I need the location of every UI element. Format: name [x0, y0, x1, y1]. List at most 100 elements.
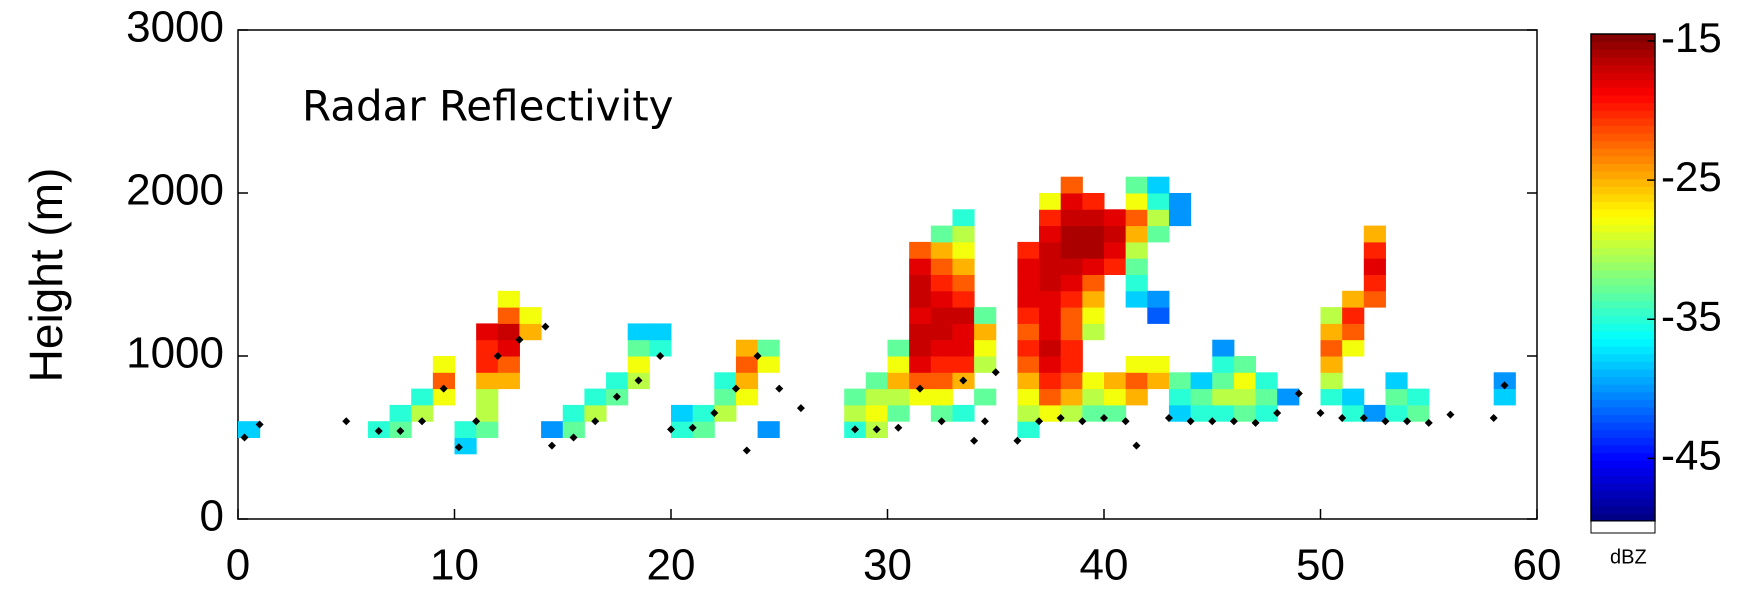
colorbar-swatch — [1591, 231, 1655, 241]
cell — [1168, 209, 1192, 227]
cell — [930, 356, 953, 373]
cell — [1342, 307, 1365, 324]
cell — [1407, 388, 1430, 406]
cell — [1082, 404, 1105, 422]
cell — [735, 356, 759, 373]
cloud-base-point — [894, 423, 903, 432]
colorbar-label: dBZ — [1610, 546, 1647, 568]
colorbar-swatch — [1591, 406, 1655, 416]
cell — [887, 372, 910, 390]
cell — [1385, 388, 1408, 406]
colorbar-swatch — [1591, 384, 1655, 393]
cell — [627, 323, 650, 341]
cell — [238, 421, 261, 438]
cloud-base-point — [1500, 381, 1509, 390]
colorbar-swatch — [1591, 87, 1655, 96]
cell — [1104, 225, 1127, 243]
cell — [757, 356, 780, 373]
cell — [1104, 241, 1127, 259]
cloud-base-point — [612, 392, 621, 401]
colorbar-tick-label: -25 — [1661, 153, 1722, 200]
cell — [1342, 290, 1365, 308]
cell — [649, 339, 672, 357]
cell — [1233, 404, 1257, 422]
colorbar-tick-label: -45 — [1661, 431, 1722, 478]
cell — [1039, 307, 1062, 324]
cell — [887, 356, 910, 373]
cell — [497, 307, 520, 324]
colorbar-swatch — [1591, 315, 1655, 324]
cloud-base-point — [1186, 417, 1195, 426]
cell — [1039, 339, 1062, 357]
cloud-base-point — [731, 384, 740, 393]
cell — [1147, 193, 1170, 210]
cell — [1212, 388, 1235, 406]
cell — [1060, 339, 1083, 357]
cell — [930, 307, 953, 324]
cell — [952, 356, 975, 373]
colorbar-swatch — [1591, 399, 1655, 408]
x-tick-label: 40 — [1080, 541, 1129, 590]
colorbar-swatch — [1591, 422, 1655, 431]
colorbar-swatch — [1591, 41, 1655, 50]
cloud-base-point — [472, 417, 481, 426]
cell — [952, 209, 975, 227]
cloud-base-point — [1056, 413, 1065, 422]
cell — [1060, 404, 1083, 422]
cell — [1082, 193, 1105, 210]
cell — [1320, 307, 1343, 324]
colorbar-swatch — [1591, 94, 1655, 104]
cell — [1017, 323, 1040, 341]
cell — [1060, 241, 1083, 259]
cloud-base-point — [569, 433, 578, 442]
cell — [1125, 372, 1148, 390]
cell — [1017, 258, 1040, 275]
cell — [1255, 404, 1278, 422]
cell — [562, 404, 585, 422]
cell — [1060, 225, 1083, 243]
colorbar-swatch — [1591, 163, 1655, 172]
cell — [909, 290, 932, 308]
cloud-base-point — [688, 423, 697, 432]
cell — [909, 388, 932, 406]
cell — [1060, 258, 1083, 275]
cell — [1147, 176, 1170, 194]
cell — [952, 307, 975, 324]
cell — [411, 388, 434, 406]
colorbar-swatch — [1591, 505, 1655, 514]
cell — [1082, 307, 1105, 324]
cell — [476, 323, 499, 341]
cell — [1060, 372, 1083, 390]
cell — [865, 372, 888, 390]
colorbar-swatch — [1591, 490, 1655, 499]
cell — [649, 323, 672, 341]
cell — [1212, 372, 1235, 390]
cell — [1017, 290, 1040, 308]
cell — [454, 437, 477, 455]
colorbar-swatch — [1591, 155, 1655, 164]
cloud-base-point — [342, 417, 351, 426]
cell — [1255, 388, 1278, 406]
cell — [909, 258, 932, 275]
cloud-base-point — [667, 425, 675, 434]
cell — [757, 421, 780, 438]
cell — [909, 274, 932, 292]
cell — [1039, 258, 1062, 275]
cell — [952, 339, 975, 357]
colorbar-swatch — [1591, 125, 1655, 134]
cell — [432, 356, 455, 373]
cell — [1125, 258, 1148, 275]
cell — [1147, 290, 1170, 308]
colorbar-swatch — [1591, 186, 1655, 195]
x-tick-label: 60 — [1513, 541, 1562, 590]
cell — [1060, 290, 1083, 308]
cell — [1104, 388, 1127, 406]
colorbar-swatch — [1591, 323, 1655, 332]
cell — [974, 323, 997, 341]
cloud-base-point — [1424, 418, 1433, 427]
cloud-base-point — [980, 417, 989, 426]
cell — [974, 356, 997, 373]
colorbar-swatch — [1591, 49, 1655, 58]
cloud-base-point — [1078, 417, 1087, 426]
cell — [1017, 372, 1040, 390]
